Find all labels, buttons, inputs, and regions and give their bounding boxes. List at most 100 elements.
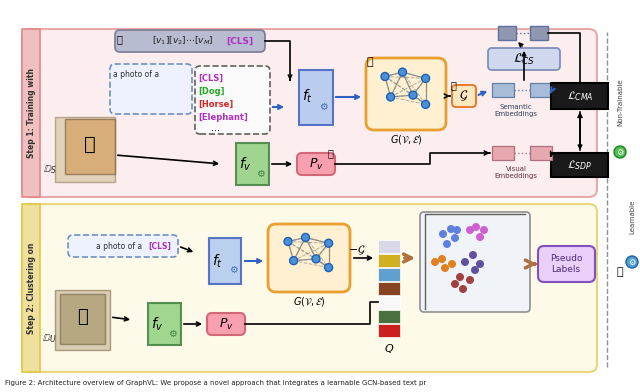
Circle shape: [399, 68, 406, 76]
Circle shape: [466, 276, 474, 284]
Text: $\mathcal{L}_{CS}$: $\mathcal{L}_{CS}$: [513, 51, 535, 67]
Circle shape: [480, 226, 488, 234]
Bar: [378, 296, 400, 309]
Circle shape: [439, 230, 447, 238]
Text: a photo of a: a photo of a: [96, 241, 142, 250]
Text: [Dog]: [Dog]: [198, 87, 225, 96]
Circle shape: [469, 251, 477, 259]
Circle shape: [471, 266, 479, 274]
Bar: [378, 240, 400, 253]
FancyBboxPatch shape: [207, 313, 245, 335]
Circle shape: [476, 260, 484, 268]
Circle shape: [324, 263, 333, 272]
Circle shape: [301, 234, 310, 241]
Bar: [22, 204, 40, 372]
Circle shape: [461, 258, 469, 266]
Text: Semantic
Embeddings: Semantic Embeddings: [495, 104, 538, 117]
FancyBboxPatch shape: [22, 204, 597, 372]
Text: ⚙: ⚙: [616, 147, 624, 156]
Circle shape: [312, 255, 320, 263]
Bar: [492, 83, 514, 97]
Bar: [530, 146, 552, 160]
Circle shape: [381, 73, 389, 80]
Text: $\mathcal{L}_{SDP}$: $\mathcal{L}_{SDP}$: [567, 158, 593, 172]
Text: ⚙: ⚙: [255, 169, 264, 179]
Bar: [530, 83, 552, 97]
Text: $\mathbb{D}_U$: $\mathbb{D}_U$: [42, 332, 58, 345]
FancyBboxPatch shape: [366, 58, 446, 130]
Circle shape: [443, 240, 451, 248]
Circle shape: [476, 233, 484, 241]
Text: Non-Trainable: Non-Trainable: [617, 78, 623, 126]
Circle shape: [472, 223, 480, 231]
Text: Step 2: Clustering on: Step 2: Clustering on: [26, 242, 35, 334]
Circle shape: [459, 285, 467, 293]
Text: Learnable: Learnable: [629, 200, 635, 234]
Text: 🐦: 🐦: [77, 308, 88, 326]
Polygon shape: [148, 303, 181, 345]
FancyBboxPatch shape: [538, 246, 595, 282]
Text: 🐕: 🐕: [84, 134, 96, 154]
Text: $f_v$: $f_v$: [150, 315, 163, 333]
FancyBboxPatch shape: [268, 224, 350, 292]
Circle shape: [451, 280, 459, 288]
FancyBboxPatch shape: [110, 64, 192, 114]
FancyBboxPatch shape: [452, 85, 476, 107]
Polygon shape: [236, 143, 269, 185]
Text: Step 1: Training with: Step 1: Training with: [26, 68, 35, 158]
Circle shape: [438, 255, 446, 263]
Text: 🔥: 🔥: [367, 57, 373, 67]
Text: $P_v$: $P_v$: [219, 316, 234, 332]
Bar: [551, 83, 608, 109]
Text: ⚙: ⚙: [228, 265, 237, 275]
Text: $\mathbb{D}_S$: $\mathbb{D}_S$: [43, 163, 58, 176]
FancyBboxPatch shape: [68, 235, 178, 257]
Text: $f_t$: $f_t$: [303, 87, 314, 105]
Circle shape: [447, 225, 455, 233]
Text: $[v_1][v_2]\cdots[v_M]$: $[v_1][v_2]\cdots[v_M]$: [152, 35, 214, 47]
FancyBboxPatch shape: [22, 29, 597, 197]
Text: [CLS]: [CLS]: [227, 36, 253, 45]
Circle shape: [466, 226, 474, 234]
Text: ⚙: ⚙: [168, 329, 177, 339]
Bar: [60, 294, 105, 344]
Bar: [530, 26, 548, 40]
FancyBboxPatch shape: [115, 30, 265, 52]
Text: [Horse]: [Horse]: [198, 100, 233, 109]
Bar: [378, 254, 400, 267]
Text: $-\mathcal{G}$: $-\mathcal{G}$: [348, 243, 366, 257]
Circle shape: [324, 239, 333, 247]
Bar: [492, 146, 514, 160]
Bar: [22, 29, 40, 197]
Text: $G(\mathcal{V},\mathcal{E})$: $G(\mathcal{V},\mathcal{E})$: [390, 133, 422, 146]
Text: [CLS]: [CLS]: [198, 74, 223, 82]
Text: Pseudo
Labels: Pseudo Labels: [550, 254, 582, 274]
Text: $\mathcal{L}_{CMA}$: $\mathcal{L}_{CMA}$: [566, 89, 593, 103]
Polygon shape: [299, 69, 333, 125]
Text: ⚙: ⚙: [319, 102, 328, 112]
Bar: [55, 290, 110, 350]
Text: 🔥: 🔥: [450, 80, 456, 90]
Circle shape: [409, 91, 417, 99]
Circle shape: [453, 226, 461, 234]
Bar: [551, 153, 608, 177]
Text: $\mathcal{G}$: $\mathcal{G}$: [460, 89, 468, 103]
Circle shape: [422, 100, 429, 109]
Circle shape: [626, 256, 638, 268]
Text: $f_t$: $f_t$: [212, 252, 223, 270]
Bar: [378, 268, 400, 281]
Text: ...: ...: [211, 123, 220, 133]
Bar: [378, 310, 400, 323]
Bar: [378, 282, 400, 295]
Circle shape: [456, 273, 464, 281]
Text: $P_v$: $P_v$: [308, 156, 323, 172]
Text: 🔥: 🔥: [116, 34, 122, 44]
Bar: [378, 324, 400, 337]
Circle shape: [451, 234, 459, 242]
FancyBboxPatch shape: [195, 66, 270, 134]
Circle shape: [431, 258, 439, 266]
Text: $Q$: $Q$: [384, 342, 394, 355]
Circle shape: [387, 93, 395, 101]
Text: $G(\mathcal{V},\mathcal{E})$: $G(\mathcal{V},\mathcal{E})$: [292, 295, 326, 308]
Circle shape: [614, 146, 626, 158]
